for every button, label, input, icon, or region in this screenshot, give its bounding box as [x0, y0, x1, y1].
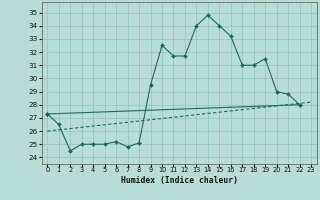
X-axis label: Humidex (Indice chaleur): Humidex (Indice chaleur) — [121, 176, 238, 185]
